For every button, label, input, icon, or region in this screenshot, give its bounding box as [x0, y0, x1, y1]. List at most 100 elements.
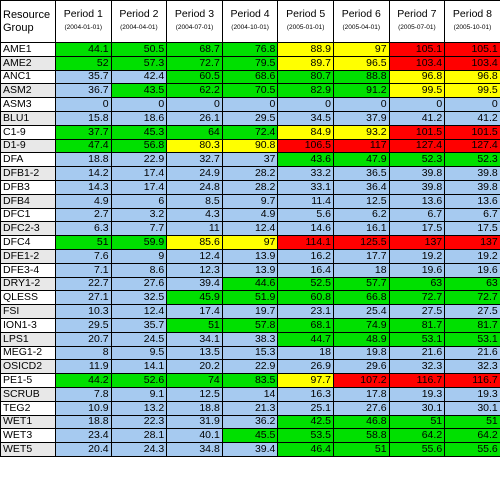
value-cell: 43.5 — [110, 83, 168, 99]
value-cell: 0 — [388, 97, 446, 112]
table-header: Resource Group Period 1 (2004-01-01) Peri… — [0, 0, 500, 43]
value-cell: 12.5 — [332, 193, 390, 209]
value-cell: 105.1 — [388, 42, 446, 57]
value-cell: 14.1 — [110, 359, 168, 375]
table-row: ANC1 35.7 42.4 60.5 68.6 80.7 88.8 96.8 96.8 — [0, 69, 500, 85]
value-cell: 13.5 — [166, 345, 223, 361]
value-cell: 19.2 — [388, 248, 446, 264]
table-row: DFC2-3 6.3 7.7 11 12.4 14.6 16.1 17.5 17.5 — [0, 221, 500, 237]
value-cell: 29.6 — [332, 359, 390, 375]
value-cell: 8.5 — [166, 193, 223, 209]
value-cell: 59.9 — [110, 235, 168, 250]
value-cell: 0 — [221, 97, 279, 112]
value-cell: 101.5 — [388, 124, 446, 140]
period-name: Period 3 — [174, 8, 215, 20]
value-cell: 39.8 — [444, 179, 500, 195]
value-cell: 16.3 — [277, 386, 334, 402]
value-cell: 51 — [444, 414, 500, 430]
column-header-period-6: Period 6 (2005-04-01) — [332, 0, 390, 43]
value-cell: 19.7 — [221, 304, 279, 319]
value-cell: 91.2 — [332, 83, 390, 99]
value-cell: 53.5 — [277, 428, 334, 444]
value-cell: 16.1 — [332, 221, 390, 237]
value-cell: 40.1 — [166, 428, 223, 444]
value-cell: 32.3 — [388, 359, 446, 375]
value-cell: 52.3 — [444, 152, 500, 168]
value-cell: 27.1 — [55, 290, 112, 306]
resource-group-name: TEG2 — [0, 400, 56, 416]
value-cell: 70.5 — [221, 83, 279, 99]
value-cell: 106.5 — [277, 138, 334, 154]
value-cell: 63 — [444, 276, 500, 292]
value-cell: 36.7 — [55, 83, 112, 99]
value-cell: 51 — [55, 235, 112, 250]
column-header-period-8: Period 8 (2005-10-01) — [444, 0, 500, 43]
value-cell: 103.4 — [388, 55, 446, 71]
table-row: DFC4 51 59.9 85.6 97 114.1 125.5 137 137 — [0, 235, 500, 250]
value-cell: 47.9 — [332, 152, 390, 168]
value-cell: 21.6 — [444, 345, 500, 361]
value-cell: 7.7 — [110, 221, 168, 237]
value-cell: 39.8 — [388, 166, 446, 181]
table-row: ASM3 0 0 0 0 0 0 0 0 — [0, 97, 500, 112]
value-cell: 74 — [166, 373, 223, 388]
value-cell: 4.9 — [221, 207, 279, 223]
value-cell: 12.4 — [166, 248, 223, 264]
value-cell: 39.4 — [166, 276, 223, 292]
value-cell: 0 — [332, 97, 390, 112]
value-cell: 88.8 — [332, 69, 390, 85]
resource-group-name: ION1-3 — [0, 317, 56, 333]
value-cell: 36.5 — [332, 166, 390, 181]
value-cell: 79.5 — [221, 55, 279, 71]
value-cell: 114.1 — [277, 235, 334, 250]
table-body: AME1 44.1 50.5 68.7 76.8 88.9 97 105.1 105.1 AME2… — [0, 42, 500, 457]
value-cell: 51 — [332, 442, 390, 457]
value-cell: 97 — [221, 235, 279, 250]
value-cell: 57.8 — [221, 317, 279, 333]
resource-group-name: DFB1-2 — [0, 166, 56, 181]
value-cell: 81.7 — [444, 317, 500, 333]
table-row: AME1 44.1 50.5 68.7 76.8 88.9 97 105.1 105.1 — [0, 42, 500, 57]
value-cell: 32.7 — [166, 152, 223, 168]
value-cell: 97.7 — [277, 373, 334, 388]
value-cell: 31.9 — [166, 414, 223, 430]
value-cell: 6.3 — [55, 221, 112, 237]
value-cell: 17.5 — [388, 221, 446, 237]
value-cell: 10.9 — [55, 400, 112, 416]
value-cell: 15.3 — [221, 345, 279, 361]
value-cell: 44.2 — [55, 373, 112, 388]
value-cell: 4.3 — [166, 207, 223, 223]
value-cell: 21.3 — [221, 400, 279, 416]
resource-group-name: DFC2-3 — [0, 221, 56, 237]
value-cell: 19.6 — [444, 262, 500, 278]
resource-group-name: QLESS — [0, 290, 56, 306]
value-cell: 39.8 — [444, 166, 500, 181]
table-row: MEG1-2 8 9.5 13.5 15.3 18 19.8 21.6 21.6 — [0, 345, 500, 361]
value-cell: 3.2 — [110, 207, 168, 223]
value-cell: 96.8 — [388, 69, 446, 85]
value-cell: 20.2 — [166, 359, 223, 375]
value-cell: 41.2 — [444, 110, 500, 126]
period-date: (2004-01-01) — [64, 24, 103, 31]
value-cell: 66.8 — [332, 290, 390, 306]
value-cell: 0 — [444, 97, 500, 112]
value-cell: 45.5 — [221, 428, 279, 444]
value-cell: 27.5 — [388, 304, 446, 319]
table-row: DFE3-4 7.1 8.6 12.3 13.9 16.4 18 19.6 19.6 — [0, 262, 500, 278]
period-date: (2004-07-01) — [175, 24, 214, 31]
value-cell: 19.3 — [444, 386, 500, 402]
resource-group-name: SCRUB — [0, 386, 56, 402]
value-cell: 33.2 — [277, 166, 334, 181]
value-cell: 6 — [110, 193, 168, 209]
resource-group-name: LPS1 — [0, 331, 56, 347]
value-cell: 44.6 — [221, 276, 279, 292]
value-cell: 76.8 — [221, 42, 279, 57]
value-cell: 19.8 — [332, 345, 390, 361]
value-cell: 137 — [388, 235, 446, 250]
period-date: (2005-10-01) — [453, 24, 492, 31]
value-cell: 29.5 — [55, 317, 112, 333]
table-row: LPS1 20.7 24.5 34.1 38.3 44.7 48.9 53.1 53.1 — [0, 331, 500, 347]
value-cell: 19.3 — [388, 386, 446, 402]
value-cell: 74.9 — [332, 317, 390, 333]
value-cell: 9.1 — [110, 386, 168, 402]
